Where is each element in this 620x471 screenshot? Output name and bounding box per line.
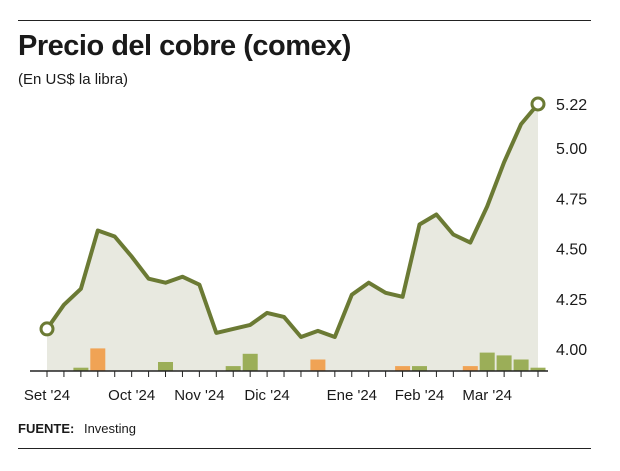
x-tick-label: Feb '24 [395,387,445,404]
y-tick-label: 4.75 [556,191,587,208]
chart-title: Precio del cobre (comex) [18,30,351,62]
price-line [45,102,540,339]
top-rule [18,20,591,21]
x-tick-label: Nov '24 [174,387,224,404]
bar-21 [395,366,411,371]
source-value: Investing [83,421,137,436]
y-tick-label: 5.00 [556,141,587,158]
start-point-marker [39,321,55,337]
bar-26 [479,352,495,371]
bar-28 [513,359,529,371]
source-note: FUENTE: Investing [18,421,136,436]
bar-12 [242,353,258,371]
bar-25 [462,366,478,371]
y-tick-label: 5.22 [556,97,587,114]
y-tick-label: 4.00 [556,342,587,359]
bar-7 [158,362,173,371]
x-tick-label: Set '24 [24,387,70,404]
bars-group [73,348,546,371]
x-tick-label: Dic '24 [244,387,289,404]
bar-16 [310,359,326,371]
y-axis-labels: 4.00 4.25 4.50 4.75 5.00 5.22 [556,97,587,359]
y-tick-label: 4.50 [556,242,587,259]
end-point-marker [530,96,546,112]
bar-2 [73,367,89,371]
chart-area-fill [47,104,538,371]
bar-3 [90,348,106,371]
x-tick-label: Ene '24 [327,387,377,404]
source-label: FUENTE: [18,421,75,436]
chart-subtitle: (En US$ la libra) [18,71,129,88]
y-tick-label: 4.25 [556,292,587,309]
bottom-rule [18,448,591,449]
bar-11 [225,366,241,371]
x-axis-labels: Set '24 Oct '24 Nov '24 Dic '24 Ene '24 Feb '… [24,387,512,404]
x-tick-label: Mar '24 [462,387,512,404]
x-tick-label: Oct '24 [108,387,155,404]
x-axis-ticks [46,371,539,377]
bar-27 [496,355,512,371]
bar-22 [412,366,427,371]
bar-29 [530,367,546,371]
